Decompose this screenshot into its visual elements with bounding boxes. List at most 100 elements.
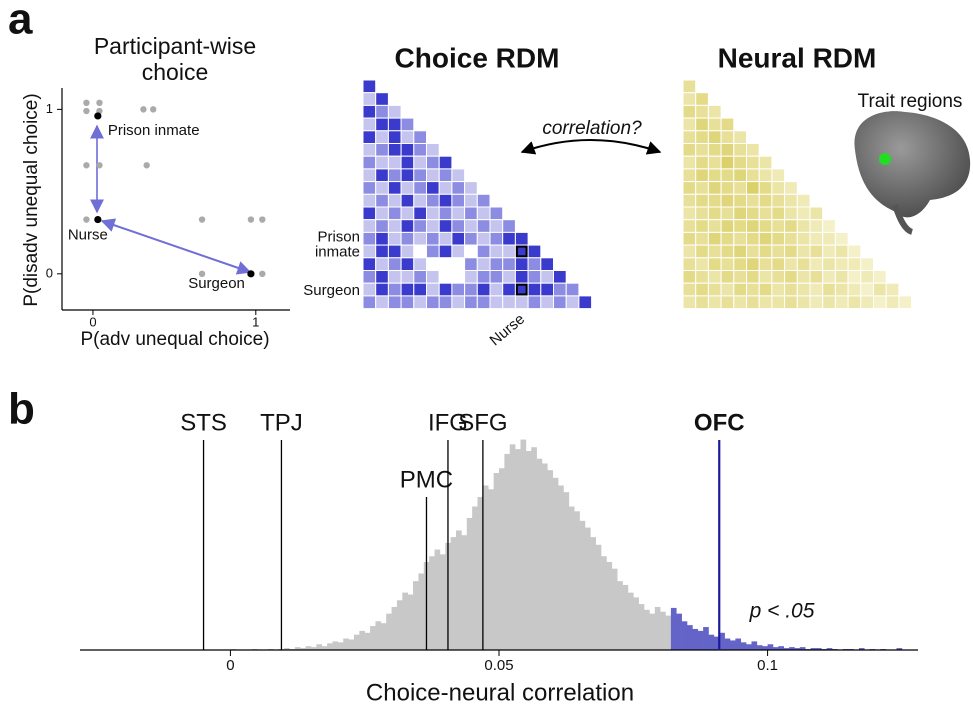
cell bbox=[809, 257, 824, 271]
cell bbox=[720, 181, 735, 195]
cell bbox=[834, 295, 849, 310]
cell bbox=[426, 270, 440, 284]
cell bbox=[758, 282, 773, 297]
cell bbox=[771, 244, 786, 259]
point bbox=[198, 216, 206, 223]
cell bbox=[796, 231, 811, 246]
cell bbox=[464, 270, 478, 284]
highlighted-point bbox=[94, 215, 102, 224]
cell bbox=[451, 270, 466, 284]
cell bbox=[771, 295, 786, 310]
point bbox=[259, 270, 266, 278]
bar bbox=[896, 648, 903, 650]
bar bbox=[541, 463, 548, 650]
cell bbox=[489, 270, 504, 284]
cell bbox=[426, 193, 440, 208]
cell bbox=[540, 282, 554, 297]
cell bbox=[489, 257, 504, 271]
cell bbox=[860, 295, 874, 310]
cell bbox=[695, 117, 709, 132]
x-axis-label: Choice-neural correlation bbox=[366, 679, 634, 706]
cell bbox=[464, 193, 478, 208]
cell bbox=[426, 219, 440, 233]
chart-title: Participant-wise bbox=[94, 33, 256, 59]
cell bbox=[362, 282, 377, 297]
cell bbox=[707, 143, 722, 157]
bar bbox=[654, 606, 661, 650]
bar bbox=[751, 641, 758, 650]
cell bbox=[847, 270, 862, 284]
bar bbox=[708, 634, 715, 650]
cell bbox=[682, 270, 697, 284]
cell bbox=[413, 244, 427, 259]
bar bbox=[536, 458, 543, 650]
cell bbox=[758, 295, 773, 310]
cell bbox=[682, 92, 697, 106]
cell bbox=[489, 282, 504, 297]
cell bbox=[514, 270, 529, 284]
cell bbox=[426, 295, 440, 310]
bar bbox=[703, 627, 709, 650]
region-label: PMC bbox=[400, 466, 453, 493]
cell bbox=[733, 206, 747, 221]
cell bbox=[413, 295, 427, 310]
chart-title: choice bbox=[142, 59, 208, 85]
bar bbox=[316, 644, 323, 650]
cell bbox=[502, 282, 516, 297]
cell bbox=[733, 168, 747, 183]
cell bbox=[438, 231, 453, 246]
cell bbox=[682, 143, 697, 157]
bar bbox=[450, 537, 457, 650]
cell bbox=[707, 117, 722, 132]
cell bbox=[682, 257, 697, 271]
cell bbox=[362, 79, 377, 94]
cell bbox=[464, 206, 478, 221]
cell bbox=[847, 257, 862, 271]
cell bbox=[387, 282, 402, 297]
cell bbox=[682, 79, 697, 94]
cell bbox=[362, 117, 377, 132]
highlighted-point bbox=[94, 112, 102, 120]
cell bbox=[796, 244, 811, 259]
region-label: IFG bbox=[428, 409, 468, 436]
cell bbox=[796, 193, 811, 208]
cell bbox=[438, 206, 453, 221]
cell-outline bbox=[515, 245, 528, 258]
cell bbox=[834, 244, 849, 259]
cell bbox=[822, 282, 836, 297]
bar bbox=[595, 544, 602, 650]
point bbox=[83, 107, 90, 115]
cell bbox=[540, 257, 554, 271]
cell bbox=[400, 295, 415, 310]
cell bbox=[387, 155, 402, 170]
x-tick-label: 0.1 bbox=[757, 657, 778, 674]
cell bbox=[720, 244, 735, 259]
cell bbox=[733, 244, 747, 259]
cell bbox=[822, 295, 836, 310]
cell bbox=[489, 231, 504, 246]
bar bbox=[552, 477, 559, 650]
bar bbox=[783, 648, 790, 650]
cell bbox=[746, 231, 760, 246]
cell bbox=[375, 143, 389, 157]
cell bbox=[847, 244, 862, 259]
cell bbox=[565, 295, 580, 310]
cell bbox=[707, 295, 722, 310]
cell bbox=[426, 206, 440, 221]
cell bbox=[400, 257, 415, 271]
cell bbox=[438, 219, 453, 233]
cell bbox=[387, 219, 402, 233]
cell bbox=[873, 282, 887, 297]
cell bbox=[476, 219, 491, 233]
cell bbox=[464, 219, 478, 233]
cell bbox=[682, 231, 697, 246]
cell bbox=[707, 282, 722, 297]
bar bbox=[439, 554, 446, 650]
cell bbox=[527, 244, 542, 259]
cell bbox=[758, 231, 773, 246]
cell bbox=[707, 257, 722, 271]
bar bbox=[627, 592, 634, 650]
bar bbox=[746, 644, 752, 650]
bar bbox=[794, 648, 801, 650]
cell bbox=[809, 219, 824, 233]
